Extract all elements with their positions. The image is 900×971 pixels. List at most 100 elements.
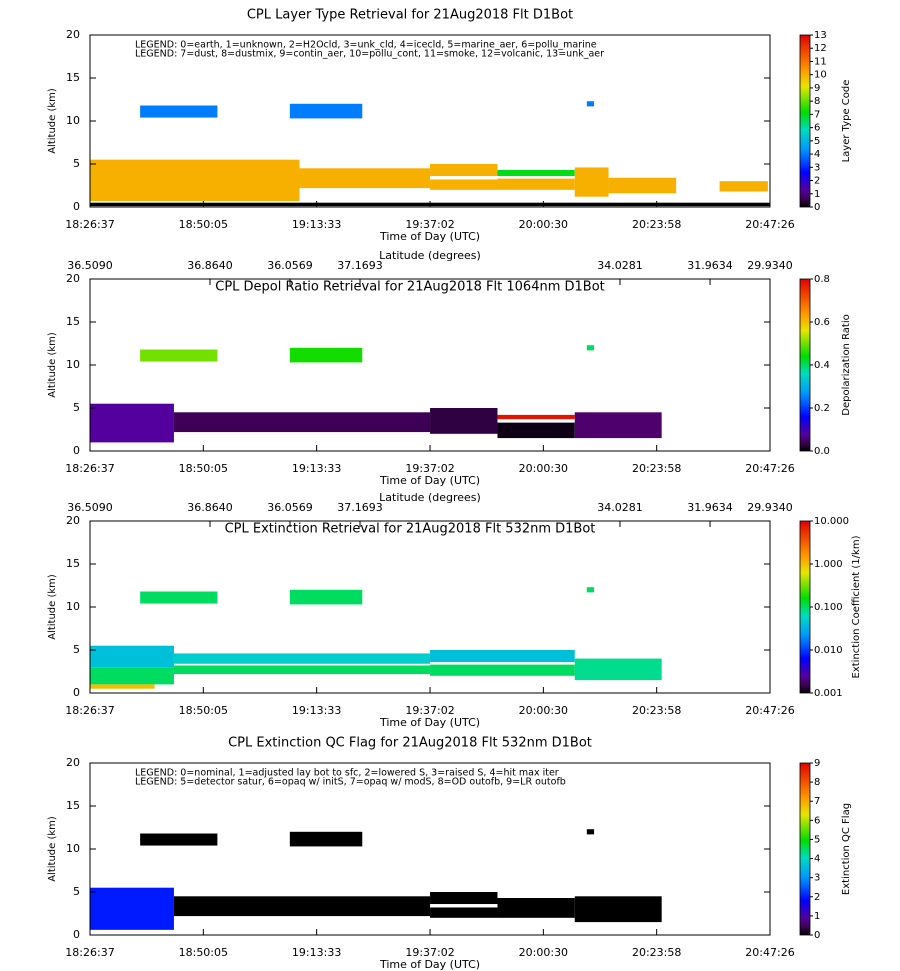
colorbar-tick-label: 3 bbox=[814, 162, 820, 173]
colorbar-label: Extinction QC Flag bbox=[841, 803, 852, 895]
colorbar-tick-label: 2 bbox=[814, 176, 820, 187]
x-tick-label: 18:50:05 bbox=[179, 946, 228, 959]
colorbar-tick-label: 1 bbox=[814, 189, 820, 200]
colorbar bbox=[799, 520, 811, 694]
x-tick-label: 19:37:02 bbox=[405, 704, 454, 717]
y-tick-label: 15 bbox=[66, 799, 80, 812]
layer-segment bbox=[289, 347, 363, 363]
layer-segment bbox=[497, 898, 575, 918]
layer-segment bbox=[90, 684, 155, 689]
layer-segment bbox=[173, 665, 431, 675]
colorbar-tick-label: 3 bbox=[814, 873, 820, 884]
x-tick-label: 20:23:58 bbox=[632, 946, 681, 959]
lat-tick-label: 37.1693 bbox=[337, 501, 383, 514]
x-tick-label: 18:26:37 bbox=[65, 218, 114, 231]
colorbar-tick-label: 0.6 bbox=[814, 317, 830, 328]
lat-tick-label: 31.9634 bbox=[687, 501, 733, 514]
x-axis-label: Time of Day (UTC) bbox=[379, 474, 480, 487]
y-axis-label: Altitude (km) bbox=[47, 332, 58, 398]
colorbar-tick-label: 0.0 bbox=[814, 446, 830, 457]
colorbar-tick-label: 8 bbox=[814, 96, 820, 107]
layer-segment bbox=[289, 831, 363, 847]
x-tick-label: 20:00:30 bbox=[519, 946, 568, 959]
colorbar-tick-label: 1 bbox=[814, 911, 820, 922]
x-tick-label: 20:23:58 bbox=[632, 218, 681, 231]
colorbar-tick-label: 0 bbox=[814, 202, 820, 213]
y-tick-label: 5 bbox=[73, 401, 80, 414]
colorbar-tick-label: 9 bbox=[814, 83, 820, 94]
colorbar-tick-label: 2 bbox=[814, 892, 820, 903]
colorbar-tick-label: 9 bbox=[814, 758, 820, 769]
layer-segment bbox=[140, 349, 218, 362]
layer-segment bbox=[574, 658, 662, 681]
layer-segment bbox=[497, 422, 575, 439]
legend-text: LEGEND: 5=detector satur, 6=opaq w/ init… bbox=[135, 777, 566, 788]
layer-segment bbox=[173, 896, 431, 917]
legend-text: LEGEND: 0=earth, 1=unknown, 2=H2Ocld, 3=… bbox=[135, 40, 597, 51]
lat-tick-label: 34.0281 bbox=[597, 259, 643, 272]
colorbar-tick-label: 0 bbox=[814, 930, 820, 941]
colorbar-tick-label: 5 bbox=[814, 834, 820, 845]
x-tick-label: 19:13:33 bbox=[292, 462, 341, 475]
lat-tick-label: 29.9340 bbox=[747, 259, 793, 272]
chart-title: CPL Depol Ratio Retrieval for 21Aug2018 … bbox=[215, 280, 605, 295]
x-tick-label: 19:37:02 bbox=[405, 946, 454, 959]
y-tick-label: 5 bbox=[73, 157, 80, 170]
layer-segment bbox=[140, 105, 218, 118]
colorbar bbox=[799, 278, 811, 452]
colorbar-tick-label: 0.010 bbox=[814, 645, 843, 656]
layer-segment bbox=[299, 168, 431, 189]
layer-segment bbox=[173, 412, 431, 433]
x-tick-label: 18:50:05 bbox=[179, 218, 228, 231]
colorbar-tick-label: 7 bbox=[814, 109, 820, 120]
colorbar-tick-label: 13 bbox=[814, 30, 827, 41]
x-tick-label: 18:50:05 bbox=[179, 462, 228, 475]
layer-segment bbox=[430, 892, 498, 905]
colorbar-label: Depolarization Ratio bbox=[841, 314, 852, 416]
lat-tick-label: 37.1693 bbox=[337, 259, 383, 272]
x-tick-label: 20:47:26 bbox=[745, 462, 794, 475]
legend-text: LEGEND: 0=nominal, 1=adjusted lay bot to… bbox=[135, 768, 559, 779]
y-tick-label: 20 bbox=[66, 272, 80, 285]
y-axis-label: Altitude (km) bbox=[47, 88, 58, 154]
layer-segment bbox=[430, 164, 498, 177]
lat-tick-label: 36.0569 bbox=[267, 259, 313, 272]
x-tick-label: 19:37:02 bbox=[405, 462, 454, 475]
x-axis-label: Time of Day (UTC) bbox=[379, 958, 480, 971]
layer-segment bbox=[430, 408, 498, 434]
colorbar-tick-label: 10.000 bbox=[814, 516, 849, 527]
y-tick-label: 10 bbox=[66, 114, 80, 127]
y-tick-label: 5 bbox=[73, 643, 80, 656]
x-tick-label: 20:00:30 bbox=[519, 704, 568, 717]
x-tick-label: 20:47:26 bbox=[745, 218, 794, 231]
colorbar-tick-label: 1.000 bbox=[814, 559, 843, 570]
colorbar-tick-label: 11 bbox=[814, 56, 827, 67]
colorbar-tick-label: 0.4 bbox=[814, 360, 830, 371]
x-axis-label: Time of Day (UTC) bbox=[379, 230, 480, 243]
layer-segment bbox=[574, 412, 662, 439]
layer-segment bbox=[497, 178, 575, 190]
y-axis-label: Altitude (km) bbox=[47, 816, 58, 882]
layer-segment bbox=[586, 345, 595, 351]
y-tick-label: 15 bbox=[66, 557, 80, 570]
y-axis-label: Altitude (km) bbox=[47, 574, 58, 640]
colorbar bbox=[799, 762, 811, 936]
lat-tick-label: 36.0569 bbox=[267, 501, 313, 514]
colorbar bbox=[799, 34, 811, 208]
y-tick-label: 10 bbox=[66, 358, 80, 371]
layer-segment bbox=[140, 591, 218, 604]
y-tick-label: 0 bbox=[73, 686, 80, 699]
chart-title: CPL Extinction Retrieval for 21Aug2018 F… bbox=[225, 522, 596, 537]
layer-segment bbox=[719, 181, 768, 192]
colorbar-tick-label: 5 bbox=[814, 136, 820, 147]
layer-segment bbox=[497, 170, 575, 177]
layer-segment bbox=[608, 177, 677, 194]
x-tick-label: 20:47:26 bbox=[745, 704, 794, 717]
colorbar-tick-label: 8 bbox=[814, 777, 820, 788]
y-tick-label: 0 bbox=[73, 928, 80, 941]
x-axis-label: Time of Day (UTC) bbox=[379, 716, 480, 729]
x-tick-label: 20:00:30 bbox=[519, 218, 568, 231]
